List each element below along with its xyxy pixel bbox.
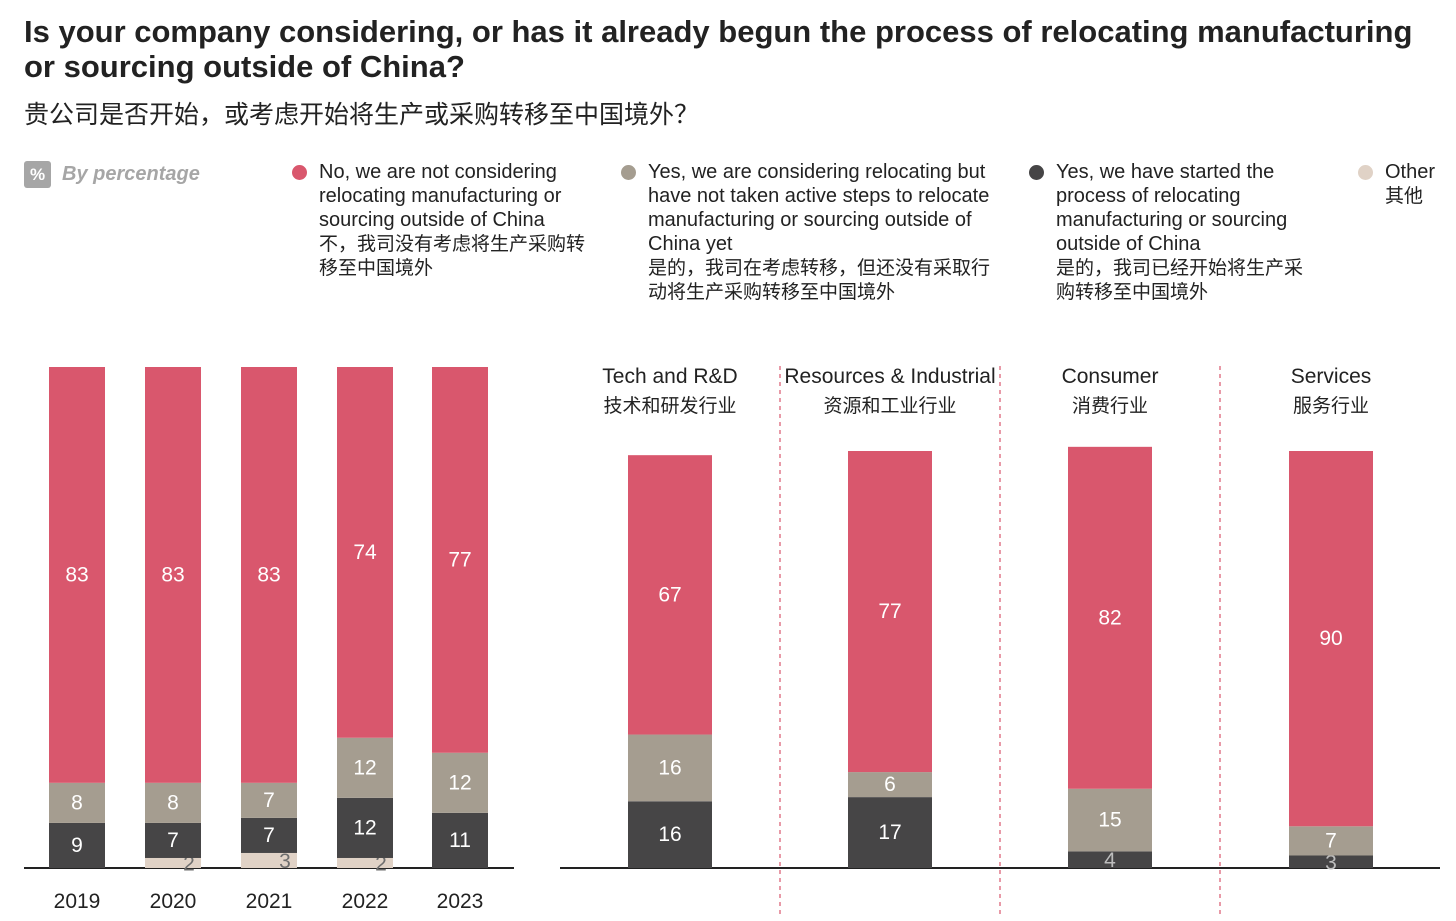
data-label-2022-s2: 12 xyxy=(353,816,376,839)
bar-segment-2023-s2 xyxy=(432,812,488,868)
bar-segment-consumer-s0 xyxy=(1068,446,1152,789)
legend-dot-icon xyxy=(292,165,307,180)
bar-segment-2022-s2 xyxy=(337,797,393,858)
data-label-2022-s3: 2 xyxy=(375,853,387,876)
chart-subtitle: 贵公司是否开始，或考虑开始将生产或采购转移至中国境外？ xyxy=(24,100,700,129)
sector-label-zh-tech-and-r-d: 技术和研发行业 xyxy=(603,395,736,417)
legend-item-considering: Yes, we are considering relocating but h… xyxy=(621,160,993,304)
sector-label-zh-resources-industrial: 资源和工业行业 xyxy=(823,395,956,417)
legend-item-started: Yes, we have started the process of relo… xyxy=(1029,160,1321,304)
unit-label: By percentage xyxy=(62,163,200,185)
bar-segment-services-s0 xyxy=(1289,451,1373,827)
data-label-2021-s1: 7 xyxy=(263,789,275,812)
bar-segment-2021-s3 xyxy=(241,852,297,868)
sector-label-consumer: Consumer xyxy=(1062,365,1159,388)
data-label-2021-s2: 7 xyxy=(263,824,275,847)
bar-segment-resources-industrial-s1 xyxy=(848,772,932,798)
percent-icon: % xyxy=(24,161,51,188)
legend-label-zh: 不，我司没有考虑将生产采购转移至中国境外 xyxy=(319,233,586,279)
data-label-2019-s2: 9 xyxy=(71,834,83,857)
bar-segment-services-s1 xyxy=(1289,826,1373,856)
legend-label-zh: 其他 xyxy=(1385,185,1424,207)
sector-label-services: Services xyxy=(1291,365,1372,388)
bar-segment-2021-s2 xyxy=(241,817,297,853)
bar-segment-2021-s0 xyxy=(241,367,297,783)
bar-segment-tech-and-r-d-s0 xyxy=(628,455,712,735)
data-label-tech-and-r-d-s0: 67 xyxy=(658,583,681,606)
legend-item-not-considering: No, we are not considering relocating ma… xyxy=(292,160,589,280)
bar-segment-2021-s1 xyxy=(241,782,297,818)
sector-label-zh-consumer: 消费行业 xyxy=(1072,395,1148,417)
data-label-2020-s1: 8 xyxy=(167,791,179,814)
legend-item-other: Other 其他 xyxy=(1358,160,1450,208)
data-label-2023-s1: 12 xyxy=(448,771,471,794)
sector-label-tech-and-r-d: Tech and R&D xyxy=(602,365,737,388)
data-label-2022-s1: 12 xyxy=(353,756,376,779)
data-label-2020-s2: 7 xyxy=(167,829,179,852)
bar-segment-2020-s2 xyxy=(145,822,201,858)
data-label-2023-s2: 11 xyxy=(449,829,471,852)
x-tick-label-2021: 2021 xyxy=(246,890,293,913)
legend-label-zh: 是的，我司已经开始将生产采购转移至中国境外 xyxy=(1056,257,1304,303)
bar-segment-2023-s0 xyxy=(432,367,488,753)
bar-segment-tech-and-r-d-s1 xyxy=(628,734,712,802)
bar-segment-2022-s0 xyxy=(337,367,393,738)
bar-segment-2022-s1 xyxy=(337,737,393,798)
data-label-2022-s0: 74 xyxy=(353,541,377,564)
legend-dot-icon xyxy=(621,165,636,180)
data-label-2023-s0: 77 xyxy=(448,548,471,571)
bar-segment-consumer-s2 xyxy=(1068,851,1152,868)
x-tick-label-2020: 2020 xyxy=(150,890,197,913)
legend-label-en: No, we are not considering relocating ma… xyxy=(319,161,562,231)
data-label-consumer-s2: 4 xyxy=(1104,849,1116,872)
bar-segment-2019-s0 xyxy=(49,367,105,783)
data-label-services-s0: 90 xyxy=(1319,627,1342,650)
data-label-2019-s1: 8 xyxy=(71,791,83,814)
sector-label-resources-industrial: Resources & Industrial xyxy=(784,365,995,388)
data-label-resources-industrial-s1: 6 xyxy=(884,773,896,796)
data-label-2021-s0: 83 xyxy=(257,563,280,586)
chart-title: Is your company considering, or has it a… xyxy=(24,14,1413,84)
legend-label-en: Yes, we are considering relocating but h… xyxy=(648,161,990,255)
legend-label-en: Other xyxy=(1385,161,1436,183)
data-label-2020-s0: 83 xyxy=(161,563,184,586)
x-tick-label-2023: 2023 xyxy=(437,890,484,913)
data-label-2019-s0: 83 xyxy=(65,563,88,586)
bar-segment-2020-s1 xyxy=(145,782,201,823)
bar-segment-services-s2 xyxy=(1289,855,1373,868)
bar-segment-resources-industrial-s0 xyxy=(848,451,932,773)
bar-segment-tech-and-r-d-s2 xyxy=(628,801,712,868)
x-tick-label-2019: 2019 xyxy=(54,890,101,913)
x-tick-label-2022: 2022 xyxy=(342,890,389,913)
data-label-consumer-s1: 15 xyxy=(1098,809,1121,832)
data-label-tech-and-r-d-s2: 16 xyxy=(658,823,681,846)
bar-segment-2020-s3 xyxy=(145,857,201,868)
data-label-services-s2: 3 xyxy=(1325,851,1337,874)
bar-segment-2020-s0 xyxy=(145,367,201,783)
data-label-2021-s3: 3 xyxy=(279,850,291,873)
sector-label-zh-services: 服务行业 xyxy=(1293,395,1369,417)
bar-segment-2023-s1 xyxy=(432,752,488,813)
legend-label-zh: 是的，我司在考虑转移，但还没有采取行动将生产采购转移至中国境外 xyxy=(648,257,991,303)
data-label-services-s1: 7 xyxy=(1325,829,1337,852)
legend-dot-icon xyxy=(1358,165,1373,180)
data-label-resources-industrial-s0: 77 xyxy=(878,600,901,623)
data-label-2020-s3: 2 xyxy=(183,853,195,876)
bar-segment-consumer-s1 xyxy=(1068,788,1152,852)
data-label-tech-and-r-d-s1: 16 xyxy=(658,756,681,779)
bar-segment-2022-s3 xyxy=(337,857,393,868)
bar-segment-resources-industrial-s2 xyxy=(848,797,932,868)
legend-label-en: Yes, we have started the process of relo… xyxy=(1056,161,1288,255)
bar-segment-2019-s1 xyxy=(49,782,105,823)
data-label-consumer-s0: 82 xyxy=(1098,606,1121,629)
legend-dot-icon xyxy=(1029,165,1044,180)
data-label-resources-industrial-s2: 17 xyxy=(878,821,901,844)
bar-segment-2019-s2 xyxy=(49,822,105,868)
